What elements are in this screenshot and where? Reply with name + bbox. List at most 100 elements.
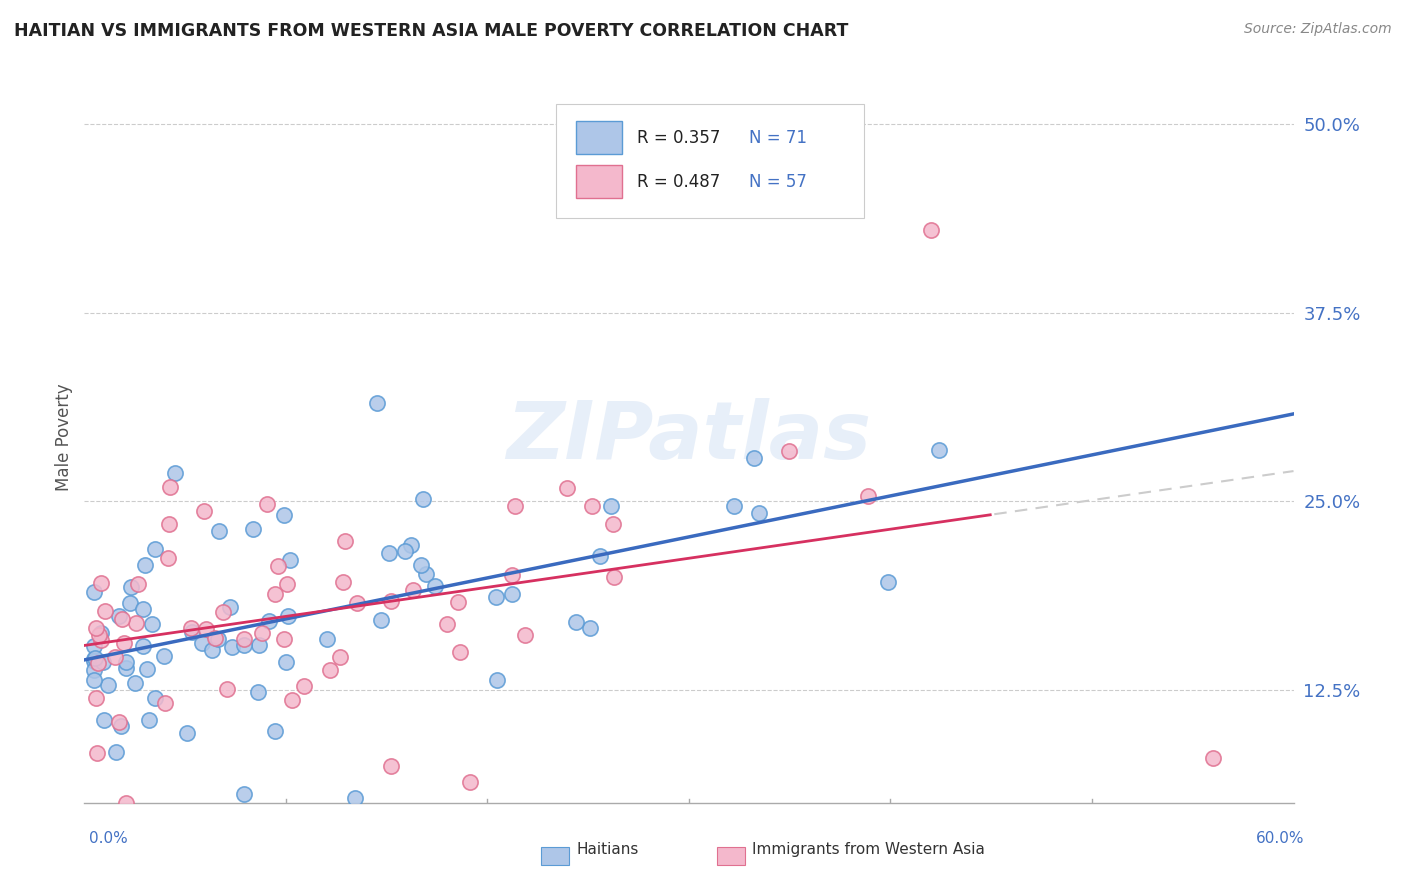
Point (370, 613, 392, 627)
Point (156, 550, 179, 565)
Point (132, 640, 155, 654)
Point (124, 675, 146, 690)
Point (380, 759, 402, 773)
Point (247, 638, 270, 652)
Point (399, 538, 422, 552)
Text: R = 0.357: R = 0.357 (637, 129, 720, 147)
Point (273, 508, 295, 523)
Point (447, 595, 470, 609)
Point (134, 558, 156, 572)
Point (84, 651, 107, 665)
FancyBboxPatch shape (576, 121, 623, 154)
Point (458, 775, 481, 789)
Point (176, 726, 198, 740)
Point (97, 678, 120, 692)
Point (125, 615, 148, 630)
Point (928, 443, 950, 458)
Point (778, 443, 800, 458)
Point (215, 682, 238, 697)
Point (86, 746, 108, 760)
Point (104, 745, 127, 759)
Point (90, 625, 112, 640)
Point (1202, 750, 1225, 764)
Point (425, 579, 447, 593)
Point (501, 568, 523, 582)
Point (602, 517, 624, 532)
Point (135, 662, 157, 676)
Point (280, 693, 302, 707)
Point (380, 594, 402, 608)
Text: N = 57: N = 57 (749, 173, 807, 191)
Point (263, 587, 285, 601)
Point (402, 582, 425, 597)
Point (247, 685, 270, 699)
Point (143, 542, 166, 557)
Point (91, 655, 114, 669)
Point (221, 640, 243, 654)
Text: 60.0%: 60.0% (1257, 831, 1305, 847)
Text: 0.0%: 0.0% (89, 831, 128, 847)
Point (436, 617, 458, 632)
Point (581, 500, 603, 514)
Point (315, 632, 337, 647)
Point (208, 524, 231, 539)
Point (366, 395, 388, 409)
Point (112, 636, 135, 650)
Point (513, 628, 536, 642)
Point (555, 481, 578, 495)
Point (233, 632, 256, 646)
Point (115, 656, 138, 670)
Point (207, 632, 229, 646)
Text: ZIPatlas: ZIPatlas (506, 398, 872, 476)
Point (83, 673, 105, 687)
Point (267, 558, 290, 573)
Text: R = 0.487: R = 0.487 (637, 173, 720, 191)
Point (115, 796, 138, 810)
Point (589, 549, 612, 563)
Point (219, 599, 242, 614)
FancyBboxPatch shape (576, 165, 623, 198)
Point (257, 614, 280, 628)
Point (579, 622, 602, 636)
Point (131, 602, 153, 616)
Point (394, 544, 416, 558)
Point (138, 713, 160, 727)
Point (201, 643, 224, 657)
Point (256, 497, 278, 511)
FancyBboxPatch shape (555, 104, 865, 218)
Point (111, 612, 134, 626)
Point (153, 649, 176, 664)
Point (449, 645, 471, 659)
Point (163, 467, 186, 481)
Point (204, 631, 226, 645)
Point (748, 506, 770, 520)
Point (332, 574, 354, 589)
Point (89, 628, 111, 642)
Point (232, 638, 254, 652)
Point (877, 574, 900, 589)
Point (723, 500, 745, 514)
Point (127, 577, 149, 591)
Point (93, 713, 115, 727)
Point (87, 656, 110, 670)
Point (856, 489, 879, 503)
Point (108, 715, 131, 730)
Point (86, 691, 108, 706)
Point (501, 587, 523, 601)
Point (153, 696, 176, 710)
Point (104, 650, 127, 665)
Point (108, 608, 131, 623)
Point (94, 604, 117, 618)
Text: N = 71: N = 71 (749, 129, 807, 147)
Text: Immigrants from Western Asia: Immigrants from Western Asia (752, 842, 986, 856)
Point (193, 504, 215, 518)
Point (180, 621, 202, 635)
Y-axis label: Male Poverty: Male Poverty (55, 384, 73, 491)
Point (278, 552, 301, 566)
Point (415, 566, 437, 581)
Point (276, 576, 298, 591)
Point (274, 655, 297, 669)
Point (115, 661, 138, 675)
Point (86, 621, 108, 635)
Point (250, 626, 273, 640)
